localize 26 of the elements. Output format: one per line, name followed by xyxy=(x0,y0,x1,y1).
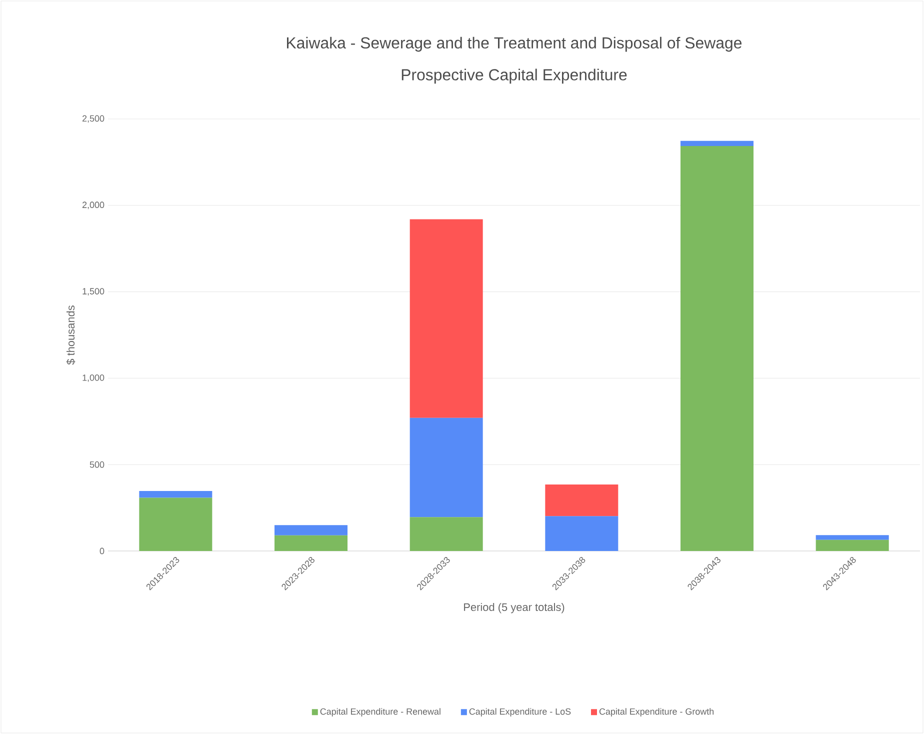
y-tick-label: 2,000 xyxy=(82,202,104,210)
bar xyxy=(410,517,483,551)
y-tick-label: 1,500 xyxy=(82,288,104,296)
x-axis-title: Period (5 year totals) xyxy=(464,602,564,614)
bar xyxy=(816,540,889,551)
bar xyxy=(545,484,618,516)
bar xyxy=(139,498,212,551)
bar xyxy=(680,140,754,146)
bar xyxy=(545,516,618,551)
y-tick-label: 500 xyxy=(90,461,104,468)
chart-subtitle: Prospective Capital Expenditure xyxy=(402,68,627,84)
y-tick-label: 2,500 xyxy=(82,115,104,123)
legend-label: Capital Expenditure - Growth xyxy=(599,708,714,716)
bar xyxy=(274,535,348,551)
bar xyxy=(410,219,483,418)
legend-label: Capital Expenditure - Renewal xyxy=(320,708,440,716)
chart-title: Kaiwaka - Sewerage and the Treatment and Disposal of Sewage xyxy=(287,36,742,52)
y-tick-label: 1,000 xyxy=(82,374,104,382)
y-tick-label: 0 xyxy=(100,548,104,554)
bar xyxy=(139,491,212,498)
bar xyxy=(274,525,348,536)
bar xyxy=(410,418,483,518)
y-axis-title: $ thousands xyxy=(66,306,76,365)
bar xyxy=(680,146,754,551)
bar xyxy=(816,535,889,540)
legend-label: Capital Expenditure - LoS xyxy=(469,708,571,716)
